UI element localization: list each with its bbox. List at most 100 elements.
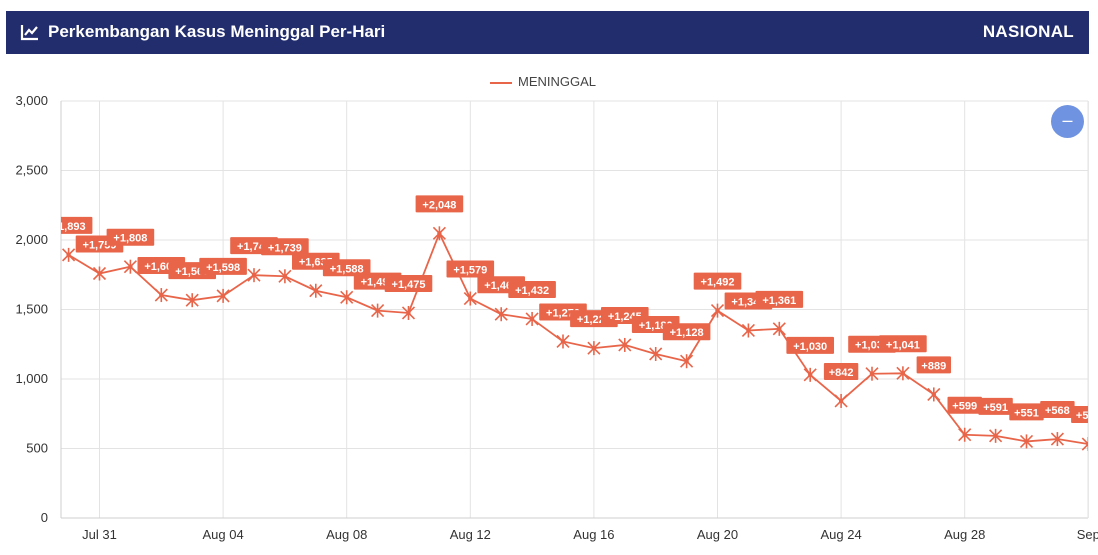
data-point — [958, 427, 972, 442]
data-point — [741, 323, 755, 338]
data-point — [185, 293, 199, 308]
y-tick-label: 3,000 — [15, 93, 48, 108]
data-label: +1,475 — [384, 274, 433, 292]
data-label: +1,492 — [693, 272, 742, 290]
y-tick-label: 500 — [26, 441, 48, 456]
data-point — [92, 266, 107, 281]
svg-text:+551: +551 — [1014, 407, 1039, 419]
x-tick-label: Aug 08 — [326, 527, 367, 542]
svg-text:+1,030: +1,030 — [793, 341, 827, 353]
data-label: +889 — [916, 356, 951, 374]
zoom-out-button[interactable]: – — [1051, 105, 1084, 138]
chart-title: Perkembangan Kasus Meninggal Per-Hari — [48, 22, 386, 41]
x-tick-label: Aug 12 — [450, 527, 491, 542]
svg-text:+842: +842 — [829, 367, 854, 379]
data-label: +2,048 — [415, 195, 464, 213]
y-tick-label: 1,500 — [15, 302, 48, 317]
data-point — [927, 387, 941, 402]
svg-text:+2,048: +2,048 — [422, 199, 456, 211]
x-tick-label: Aug 04 — [202, 527, 243, 542]
x-tick-label: Aug 28 — [944, 527, 985, 542]
line-chart-icon — [20, 25, 38, 41]
svg-text:+532: +532 — [1076, 410, 1098, 422]
data-point — [865, 366, 879, 381]
scope-label: NASIONAL — [982, 22, 1074, 41]
data-point — [216, 288, 230, 303]
svg-text:+1,893: +1,893 — [52, 221, 86, 233]
data-label: +1,598 — [199, 257, 247, 275]
data-point — [587, 341, 601, 356]
x-tick-label: Aug 24 — [820, 527, 861, 542]
data-label: +1,361 — [755, 290, 804, 308]
data-label: +1,893 — [52, 216, 93, 234]
y-tick-label: 1,000 — [15, 371, 48, 386]
data-label: +1,579 — [446, 260, 495, 278]
svg-text:+1,128: +1,128 — [670, 327, 704, 339]
data-label: +842 — [823, 362, 859, 380]
data-label: +591 — [978, 397, 1013, 415]
data-point — [62, 247, 76, 262]
data-label: +1,041 — [879, 335, 927, 353]
data-point — [278, 269, 292, 284]
data-point — [340, 290, 354, 305]
data-point — [556, 334, 570, 349]
legend-swatch — [490, 82, 512, 84]
data-point — [525, 311, 539, 326]
x-tick-label: Sep — [1077, 527, 1098, 542]
svg-text:+591: +591 — [983, 402, 1008, 414]
data-label: +1,432 — [508, 280, 556, 298]
svg-text:+568: +568 — [1045, 405, 1070, 417]
svg-text:+1,475: +1,475 — [392, 279, 426, 291]
x-tick-label: Aug 16 — [573, 527, 614, 542]
svg-text:+1,361: +1,361 — [762, 295, 796, 307]
svg-text:+599: +599 — [952, 401, 977, 413]
data-point — [834, 393, 848, 408]
y-tick-label: 2,500 — [15, 163, 48, 178]
svg-text:+1,739: +1,739 — [268, 242, 302, 254]
data-point — [123, 259, 137, 274]
svg-text:+1,432: +1,432 — [515, 285, 549, 297]
data-label: +1,030 — [786, 336, 834, 354]
data-point — [247, 268, 261, 283]
data-label: +568 — [1040, 401, 1075, 419]
y-tick-label: 2,000 — [15, 232, 48, 247]
svg-text:+1,492: +1,492 — [701, 277, 735, 289]
svg-text:+889: +889 — [921, 360, 946, 372]
svg-text:+1,041: +1,041 — [886, 339, 920, 351]
data-label: +532 — [1071, 406, 1098, 424]
data-label: +1,808 — [106, 228, 155, 246]
svg-text:+1,579: +1,579 — [453, 265, 487, 277]
x-tick-label: Aug 20 — [697, 527, 738, 542]
data-point — [463, 291, 477, 306]
data-point — [803, 367, 817, 382]
data-label: +599 — [947, 396, 982, 414]
data-point — [710, 303, 725, 318]
svg-text:+1,808: +1,808 — [113, 233, 147, 245]
y-tick-label: 0 — [41, 510, 48, 525]
data-point — [371, 303, 385, 318]
data-point — [772, 321, 786, 336]
data-point — [649, 346, 663, 361]
data-label: +1,128 — [662, 323, 711, 341]
data-point — [680, 354, 694, 369]
data-point — [494, 307, 508, 322]
chart-header: Perkembangan Kasus Meninggal Per-Hari NA… — [6, 11, 1089, 54]
data-label: +1,739 — [261, 238, 309, 256]
svg-text:+1,588: +1,588 — [330, 263, 364, 275]
data-point — [618, 337, 632, 352]
data-point — [896, 366, 910, 381]
svg-text:+1,598: +1,598 — [206, 262, 240, 274]
data-point — [432, 226, 446, 241]
data-point — [154, 288, 168, 303]
data-point — [1081, 437, 1088, 452]
legend-label: MENINGGAL — [518, 74, 597, 89]
data-point — [401, 305, 416, 320]
data-point — [309, 283, 323, 298]
data-label: +1,588 — [322, 259, 371, 277]
data-point — [1019, 434, 1034, 449]
x-tick-label: Jul 31 — [82, 527, 117, 542]
series-line — [68, 231, 1088, 445]
data-point — [1050, 432, 1064, 447]
data-point — [989, 428, 1003, 443]
